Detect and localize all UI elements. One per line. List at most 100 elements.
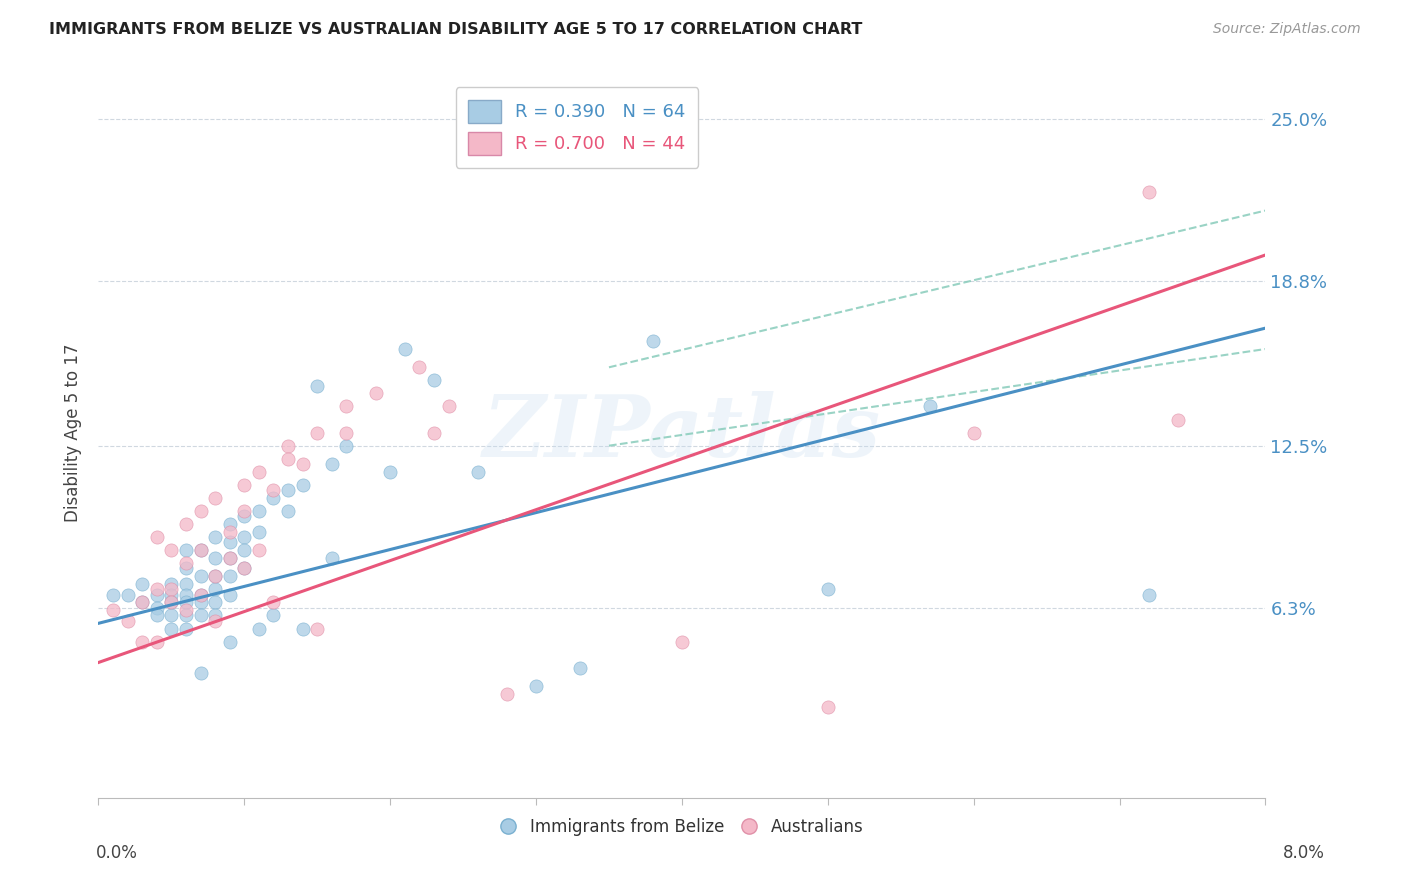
Point [1137,186,1160,200]
Point [146,634,169,648]
Point [160,588,183,602]
Point [918,400,941,414]
Point [174,588,197,602]
Point [174,561,197,575]
Point [247,543,270,558]
Point [174,608,197,623]
Point [218,569,240,583]
Y-axis label: Disability Age 5 to 17: Disability Age 5 to 17 [63,343,82,522]
Point [174,577,197,591]
Text: 8.0%: 8.0% [1282,844,1324,862]
Point [423,425,446,440]
Text: 0.0%: 0.0% [96,844,138,862]
Point [117,614,139,628]
Point [277,451,299,466]
Point [190,588,212,602]
Point [467,465,489,479]
Point [146,582,169,597]
Point [117,588,139,602]
Point [524,679,547,693]
Point [101,603,124,617]
Point [204,595,226,609]
Point [146,608,169,623]
Point [641,334,664,349]
Point [204,569,226,583]
Point [307,622,329,636]
Point [218,535,240,549]
Point [174,517,197,532]
Point [321,551,343,566]
Point [291,457,314,471]
Point [146,530,169,544]
Point [174,622,197,636]
Point [394,342,416,356]
Point [160,582,183,597]
Point [131,595,153,609]
Point [1167,412,1189,426]
Point [496,687,519,701]
Point [204,569,226,583]
Point [190,608,212,623]
Point [262,483,284,497]
Point [190,665,212,680]
Point [233,504,256,518]
Point [277,483,299,497]
Point [291,478,314,492]
Point [291,622,314,636]
Point [101,588,124,602]
Point [247,504,270,518]
Point [307,425,329,440]
Point [962,425,984,440]
Point [160,543,183,558]
Point [160,577,183,591]
Point [218,588,240,602]
Point [423,373,446,387]
Point [131,577,153,591]
Point [408,360,430,375]
Point [160,595,183,609]
Point [671,634,693,648]
Point [233,561,256,575]
Point [174,595,197,609]
Point [218,517,240,532]
Point [364,386,387,401]
Point [247,465,270,479]
Point [321,457,343,471]
Point [204,614,226,628]
Point [146,588,169,602]
Point [190,588,212,602]
Point [335,425,357,440]
Text: IMMIGRANTS FROM BELIZE VS AUSTRALIAN DISABILITY AGE 5 TO 17 CORRELATION CHART: IMMIGRANTS FROM BELIZE VS AUSTRALIAN DIS… [49,22,863,37]
Point [247,622,270,636]
Point [190,543,212,558]
Text: ZIPatlas: ZIPatlas [482,391,882,475]
Point [817,582,839,597]
Point [204,608,226,623]
Point [160,622,183,636]
Point [190,569,212,583]
Point [174,556,197,570]
Point [160,595,183,609]
Point [233,530,256,544]
Point [233,478,256,492]
Point [131,595,153,609]
Point [277,439,299,453]
Point [190,595,212,609]
Point [204,582,226,597]
Point [174,603,197,617]
Point [218,551,240,566]
Point [262,608,284,623]
Point [380,465,402,479]
Point [146,600,169,615]
Point [817,699,839,714]
Point [233,509,256,524]
Point [204,551,226,566]
Point [204,530,226,544]
Point [190,543,212,558]
Legend: Immigrants from Belize, Australians: Immigrants from Belize, Australians [494,812,870,843]
Point [1137,588,1160,602]
Point [437,400,460,414]
Point [262,595,284,609]
Point [218,634,240,648]
Point [204,491,226,505]
